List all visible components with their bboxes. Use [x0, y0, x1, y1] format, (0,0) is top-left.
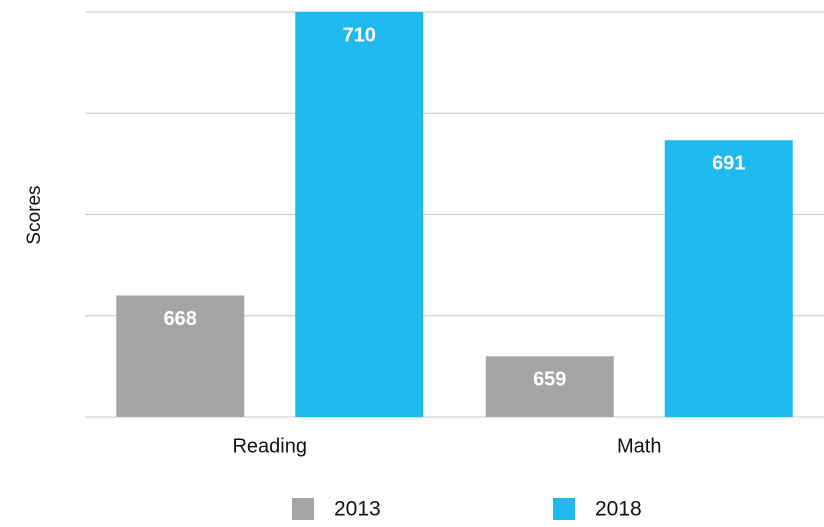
bar: [295, 12, 424, 417]
value-label: 659: [533, 369, 566, 391]
value-label: 691: [712, 153, 745, 175]
legend-label: 2018: [595, 498, 642, 521]
x-tick-label: Reading: [232, 435, 307, 457]
value-label: 668: [164, 308, 197, 330]
bar: [664, 140, 793, 417]
y-axis-label: Scores: [24, 185, 45, 244]
legend-label: 2013: [334, 498, 381, 521]
x-tick-label: Math: [617, 435, 661, 457]
bar: [485, 356, 614, 417]
value-label: 710: [343, 24, 376, 46]
legend-swatch: [553, 498, 575, 520]
legend-swatch: [292, 498, 314, 520]
bar: [116, 295, 245, 417]
